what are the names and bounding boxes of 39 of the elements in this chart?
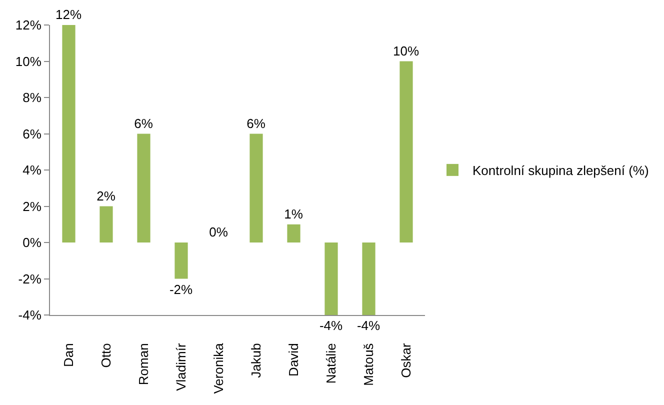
legend-label: Kontrolní skupina zlepšení (%) xyxy=(472,163,649,178)
y-tick-label: 2% xyxy=(22,198,42,214)
x-tick-label: Natálie xyxy=(323,343,338,384)
x-tick-label: Vladimír xyxy=(173,342,188,391)
bar xyxy=(100,206,113,242)
y-tick-label: 6% xyxy=(22,126,42,142)
bar xyxy=(137,134,150,242)
data-label: 12% xyxy=(56,7,82,22)
x-tick-label: David xyxy=(286,343,301,376)
bar xyxy=(287,224,300,242)
y-tick-label: 12% xyxy=(15,18,42,33)
bar xyxy=(324,242,338,315)
bar xyxy=(174,242,188,279)
x-tick-label: Veronika xyxy=(210,342,226,394)
x-tick-label: Dan xyxy=(60,343,76,368)
x-tick-label: Oskar xyxy=(398,342,414,378)
data-label: 6% xyxy=(134,116,154,131)
data-label: -4% xyxy=(356,318,381,333)
bar xyxy=(400,61,413,242)
data-label: 0% xyxy=(209,224,228,240)
y-tick-label: 10% xyxy=(15,54,42,69)
data-label: 1% xyxy=(284,206,304,222)
data-label: -2% xyxy=(169,282,194,297)
y-tick-label: 4% xyxy=(22,162,42,178)
y-tick-label: 0% xyxy=(22,235,42,250)
bar xyxy=(62,25,76,242)
x-tick-label: Roman xyxy=(136,343,151,386)
data-label: 10% xyxy=(393,43,420,58)
x-tick-label: Matouš xyxy=(360,342,376,386)
y-tick-label: -2% xyxy=(18,271,42,286)
bar xyxy=(362,242,376,315)
y-tick-label: 8% xyxy=(22,90,42,106)
bar xyxy=(250,134,263,242)
y-tick-label: -4% xyxy=(18,308,42,323)
data-label: 6% xyxy=(246,116,266,131)
x-tick-label: Jakub xyxy=(248,343,264,378)
data-label: 2% xyxy=(96,188,116,204)
x-tick-label: Otto xyxy=(98,343,114,368)
data-label: -4% xyxy=(319,318,344,333)
